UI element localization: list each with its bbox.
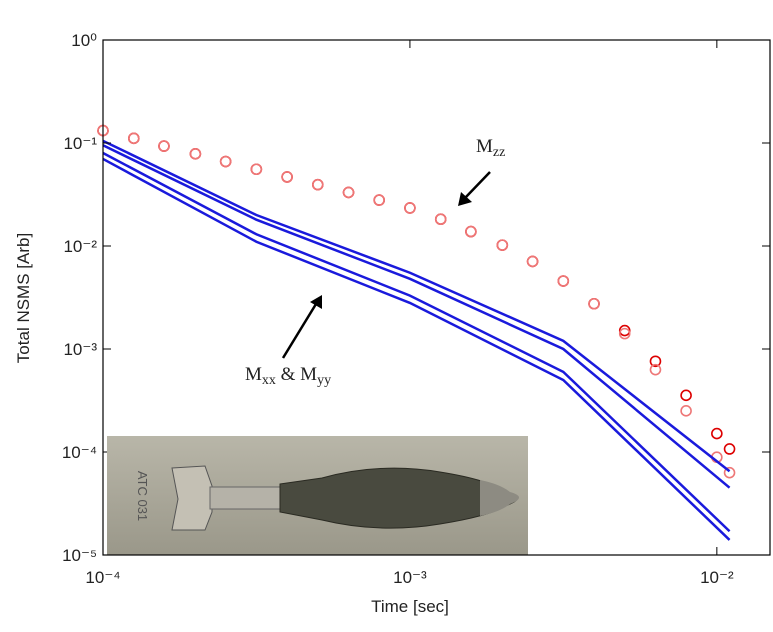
data-point [189,148,202,160]
y-tick-label: 10⁻¹ [63,134,97,153]
inset-photo: ATC 031 [107,436,528,555]
data-point [158,140,170,152]
data-point [373,194,385,206]
annotation: Mxx & Myy [245,364,331,388]
data-point [723,466,736,479]
data-point [723,443,736,455]
annotation-part: yy [317,373,331,388]
data-point [434,213,447,226]
x-tick-label: 10⁻³ [393,568,427,587]
data-point [618,327,631,340]
y-tick-label: 10⁻⁵ [62,546,97,565]
data-point [649,363,662,376]
data-point [680,405,692,417]
data-point [342,186,355,199]
annotation-part: zz [493,145,505,160]
y-tick-label: 10⁻² [63,237,97,256]
photo-label: ATC 031 [135,471,150,521]
data-line [102,151,731,533]
y-axis-label: Total NSMS [Arb] [14,233,33,363]
data-point [526,255,539,268]
annotation: Mzz [476,136,505,160]
y-tick-label: 10⁰ [71,31,97,50]
data-point [711,427,723,440]
annotation-arrows [281,171,491,359]
y-tick-label: 10⁻⁴ [62,443,97,462]
data-point [496,239,509,251]
data-point [311,178,324,191]
plot-frame [102,39,771,556]
annotation-part: M [476,136,493,157]
data-point [649,355,662,368]
data-point [404,202,416,214]
data-point [557,275,570,287]
annotation-part: xx [262,373,276,388]
data-line [102,157,731,541]
annotation-part: M [245,364,262,385]
data-line [102,144,731,489]
data-point [588,297,600,310]
plot-area [97,124,736,541]
y-tick-label: 10⁻³ [63,340,97,359]
data-point [250,163,263,176]
data-line [102,139,731,473]
data-point [618,324,631,337]
x-axis-label: Time [sec] [371,597,449,616]
data-point [281,171,293,183]
data-point [680,389,692,402]
data-point [128,132,140,145]
annotation-part: & M [276,364,317,385]
data-point [219,155,232,168]
data-point [465,225,477,238]
x-tick-label: 10⁻² [700,568,734,587]
x-tick-label: 10⁻⁴ [85,568,120,587]
